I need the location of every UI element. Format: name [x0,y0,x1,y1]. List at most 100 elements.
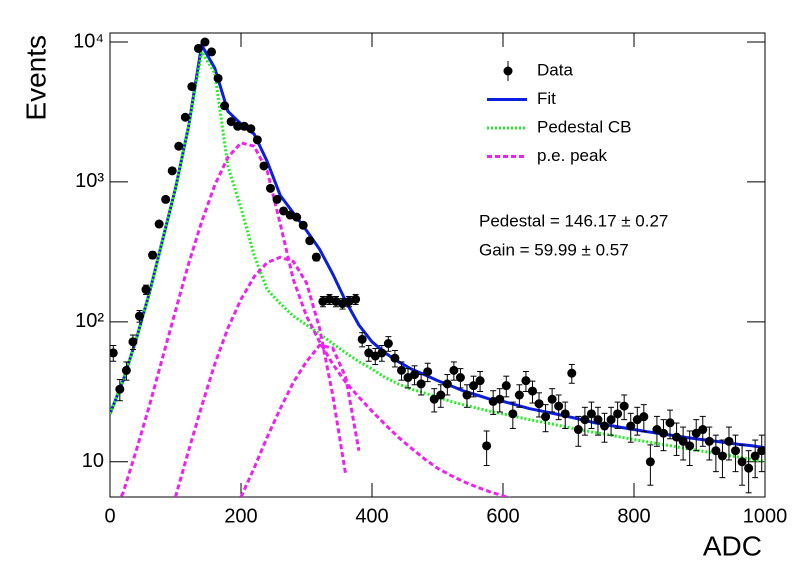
data-point [246,124,256,134]
data-point [161,194,171,204]
x-tick-label: 800 [617,505,650,527]
curve [119,141,511,497]
annotation: Gain = 59.99 ± 0.57 [479,240,629,259]
x-tick-label: 200 [224,505,257,527]
data-point [233,121,243,131]
data-point [541,412,551,422]
data-point [508,409,518,419]
data-point [652,425,662,435]
curve [239,343,361,497]
data-point [475,376,485,386]
y-axis-label: Events [20,35,51,121]
data-point [704,436,714,446]
data-point [501,381,511,391]
data-point [495,394,505,404]
data-point [383,339,393,349]
data-point [311,252,321,262]
y-tick-label: 10³ [75,170,104,192]
data-point [377,348,387,358]
y-tick-label: 10 [82,450,104,472]
data-point [626,421,636,431]
plot-area [110,37,765,497]
data-point [410,370,420,380]
data-point [469,381,479,391]
data-point [717,451,727,461]
data-point [554,401,564,411]
data-point [567,368,577,378]
data-point [396,365,406,375]
legend-label: p.e. peak [537,146,607,165]
data-point [298,220,308,230]
data-point [429,394,439,404]
data-point [193,43,203,53]
x-tick-label: 600 [486,505,519,527]
x-tick-label: 0 [104,505,115,527]
data-point [180,112,190,122]
plot-frame [109,32,766,498]
data-point [148,250,158,260]
data-point [265,183,275,193]
data-point [731,446,741,456]
data-point [737,457,747,467]
data-point [187,82,197,92]
data-point [547,394,557,404]
data-point [665,418,675,428]
data-point [272,194,282,204]
data-point [672,432,682,442]
data-point [560,409,570,419]
data-point [750,451,760,461]
x-axis-label: ADC [703,530,762,561]
curve [110,47,765,464]
data-point [167,166,177,176]
data-point [305,236,315,246]
data-point [357,334,367,344]
data-point [154,219,164,229]
data-point [390,353,400,363]
annotation: Pedestal = 146.17 ± 0.27 [479,211,668,230]
data-point [226,117,236,127]
data-point [423,367,433,377]
data-point [580,415,590,425]
data-point [619,401,629,411]
data-point [462,390,472,400]
data-point [416,379,426,389]
data-point [658,428,668,438]
data-point [141,285,151,295]
data-point [449,365,459,375]
y-tick-label: 10⁴ [73,30,104,52]
data-point [213,73,223,83]
data-point [613,409,623,419]
data-point [442,379,452,389]
data-point [110,348,118,358]
data-point [514,390,524,400]
legend-marker [503,66,513,76]
data-point [678,436,688,446]
data-point [691,428,701,438]
data-point [527,386,537,396]
data-point [757,446,765,456]
data-point [724,436,734,446]
data-point [207,47,217,57]
data-point [455,373,465,383]
data-point [711,446,721,456]
data-point [639,412,649,422]
data-point [521,376,531,386]
data-point [685,441,695,451]
data-point [573,425,583,435]
x-tick-label: 1000 [743,505,788,527]
data-point [351,294,361,304]
x-tick-label: 400 [355,505,388,527]
data-point [128,337,138,347]
data-point [593,415,603,425]
data-point [482,441,492,451]
curve [174,255,348,497]
data-point [121,365,131,375]
data-point [259,161,269,171]
y-tick-label: 10² [75,310,104,332]
data-point [586,409,596,419]
data-point [115,384,125,394]
data-point [200,37,210,47]
data-point [645,457,655,467]
data-point [279,206,289,216]
